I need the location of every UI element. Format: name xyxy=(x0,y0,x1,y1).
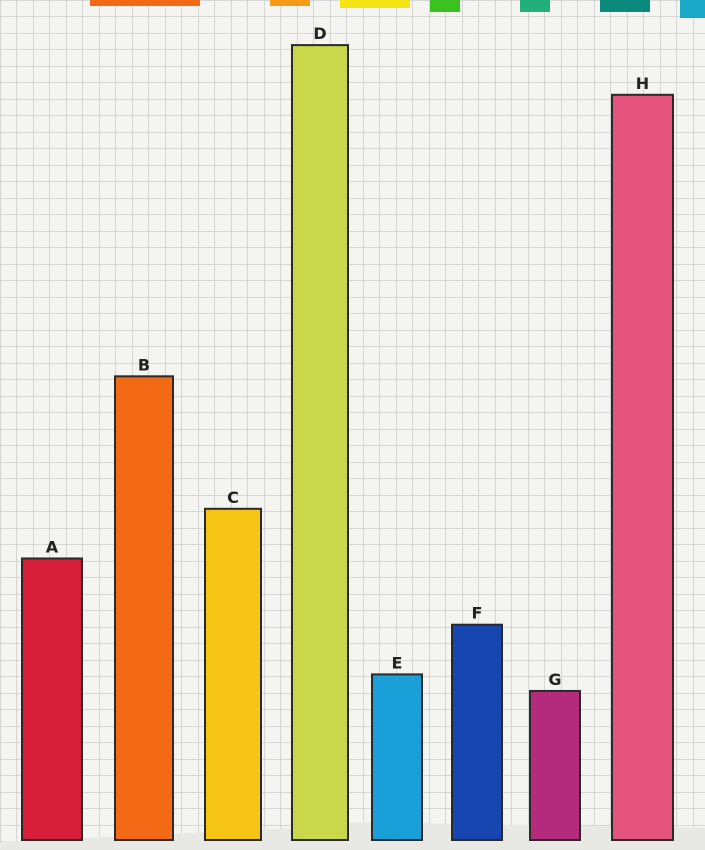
bar-label: C xyxy=(227,488,239,507)
bar xyxy=(291,44,349,842)
bar-label: F xyxy=(472,604,483,623)
bar xyxy=(204,507,262,841)
bar-label: D xyxy=(313,24,326,43)
bar-label: B xyxy=(138,355,150,374)
bar xyxy=(114,375,174,841)
bar xyxy=(371,673,423,842)
bar xyxy=(529,689,581,842)
bar xyxy=(451,623,503,841)
bar-label: H xyxy=(636,74,649,93)
bar xyxy=(21,557,83,841)
bar-label: A xyxy=(46,537,59,556)
bar xyxy=(611,93,674,842)
page-fold xyxy=(0,822,705,850)
bar-label: E xyxy=(392,653,403,672)
bar-label: G xyxy=(548,670,561,689)
decoration xyxy=(90,0,705,18)
